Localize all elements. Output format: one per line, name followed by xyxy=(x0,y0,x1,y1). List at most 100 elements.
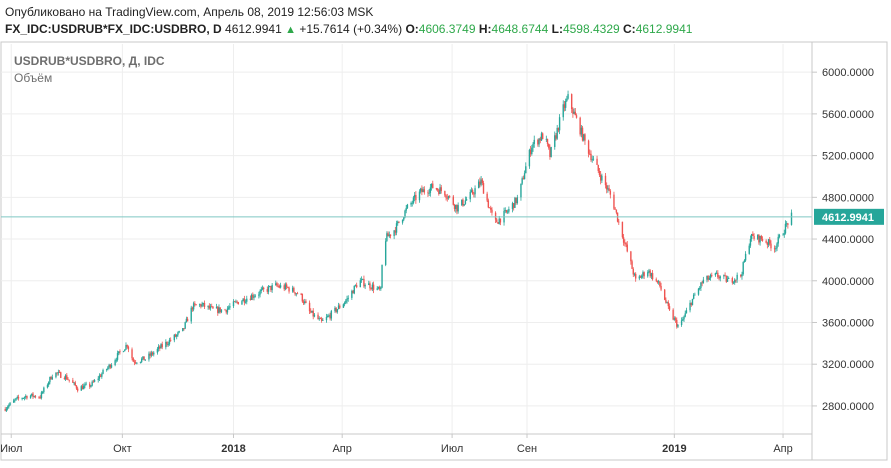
candle-body xyxy=(690,302,692,306)
candle-body xyxy=(660,285,662,290)
candle-body xyxy=(85,383,87,385)
candle-body xyxy=(98,375,101,379)
candle-body xyxy=(149,353,151,356)
candle-body xyxy=(211,306,213,308)
candle-body xyxy=(122,351,125,353)
candle-body xyxy=(167,344,169,346)
candle-body xyxy=(471,190,474,194)
time-axis[interactable]: Июл Окт 2018 Апр Июл Сен 2019 Апр xyxy=(0,434,793,455)
candle-body xyxy=(638,276,641,279)
candle-body xyxy=(58,371,61,373)
candle-body xyxy=(119,351,121,353)
candle-body xyxy=(462,199,464,206)
price-axis[interactable]: 2800.0000 3200.0000 3600.0000 4000.0000 4400… xyxy=(812,67,874,413)
candle-body xyxy=(787,223,789,225)
candle-body xyxy=(232,301,235,307)
candle-body xyxy=(195,304,197,306)
candle-body xyxy=(200,304,202,307)
candle-body xyxy=(480,179,482,185)
candle-body xyxy=(725,275,727,282)
candle-body xyxy=(516,197,519,203)
candle-body xyxy=(415,194,417,201)
candle-body xyxy=(776,243,778,249)
candle-body xyxy=(293,287,295,293)
candle-body xyxy=(364,285,366,287)
candle-body xyxy=(72,380,74,383)
candle-body xyxy=(591,159,593,161)
candle-body xyxy=(692,294,695,299)
candle-body xyxy=(105,369,108,370)
candle-body xyxy=(411,202,413,204)
time-tick-label: 2018 xyxy=(221,443,245,455)
candle-body xyxy=(760,235,763,240)
candles xyxy=(4,90,793,412)
candle-body xyxy=(740,274,742,277)
candle-body xyxy=(12,400,15,403)
candle-body xyxy=(29,395,32,399)
candle-body xyxy=(93,380,96,382)
ohlc-legend: FX_IDC:USDRUB*FX_IDC:USDBRO, D 4612.9941… xyxy=(5,22,692,36)
candle-body xyxy=(393,230,395,237)
last-price: 4612.9941 xyxy=(225,22,282,36)
candle-body xyxy=(589,153,591,155)
candle-body xyxy=(572,108,574,114)
candle-body xyxy=(477,181,480,189)
chart-title: USDRUB*USDBRO, Д, IDC xyxy=(14,54,165,68)
candle-body xyxy=(719,276,721,279)
candle-body xyxy=(262,287,265,290)
candle-body xyxy=(782,234,784,236)
candle-body xyxy=(322,320,324,321)
candle-body xyxy=(244,301,247,303)
candle-body xyxy=(215,306,218,309)
candle-body xyxy=(473,193,475,195)
price-tick-label: 2800.0000 xyxy=(822,401,874,413)
candle-body xyxy=(329,315,331,319)
candle-body xyxy=(345,300,347,303)
candle-body xyxy=(404,210,406,218)
candle-body xyxy=(706,275,708,280)
candle-body xyxy=(447,196,450,199)
candle-body xyxy=(342,304,345,308)
price-tick-label: 3200.0000 xyxy=(822,359,874,371)
candle-body xyxy=(614,208,616,210)
candle-body xyxy=(549,147,551,157)
candle-body xyxy=(618,221,620,223)
symbol-name[interactable]: FX_IDC:USDRUB*FX_IDC:USDBRO, D xyxy=(5,22,222,36)
candle-body xyxy=(555,135,557,139)
candle-body xyxy=(418,191,421,201)
candle-body xyxy=(378,287,381,290)
low-label: L: xyxy=(551,22,563,36)
candle-body xyxy=(759,235,761,243)
candle-body xyxy=(151,352,154,355)
open-value: 4606.3749 xyxy=(418,22,476,36)
candle-body xyxy=(514,197,516,208)
candle-body xyxy=(624,242,626,244)
candle-body xyxy=(109,364,111,368)
candle-body xyxy=(631,261,633,269)
candle-body xyxy=(362,278,364,280)
candle-body xyxy=(168,339,171,345)
candle-body xyxy=(742,262,744,275)
candle-body xyxy=(562,104,564,118)
candle-body xyxy=(287,287,289,288)
close-value: 4612.9941 xyxy=(635,22,693,36)
candle-body xyxy=(328,315,330,317)
candle-body xyxy=(9,402,11,406)
candle-body xyxy=(599,175,602,181)
candle-body xyxy=(563,104,566,108)
candle-body xyxy=(368,283,370,286)
candle-body xyxy=(741,274,743,277)
candle-body xyxy=(148,353,150,360)
candle-body xyxy=(294,292,296,295)
time-tick-label: Сен xyxy=(517,443,537,455)
candle-body xyxy=(226,308,229,313)
candle-body xyxy=(186,318,189,322)
candle-body xyxy=(584,134,586,141)
candle-body xyxy=(630,251,632,262)
candle-body xyxy=(767,239,770,245)
candle-body xyxy=(422,189,424,193)
candle-body xyxy=(369,283,371,289)
candle-body xyxy=(550,146,552,157)
last-price-tag xyxy=(814,208,884,225)
